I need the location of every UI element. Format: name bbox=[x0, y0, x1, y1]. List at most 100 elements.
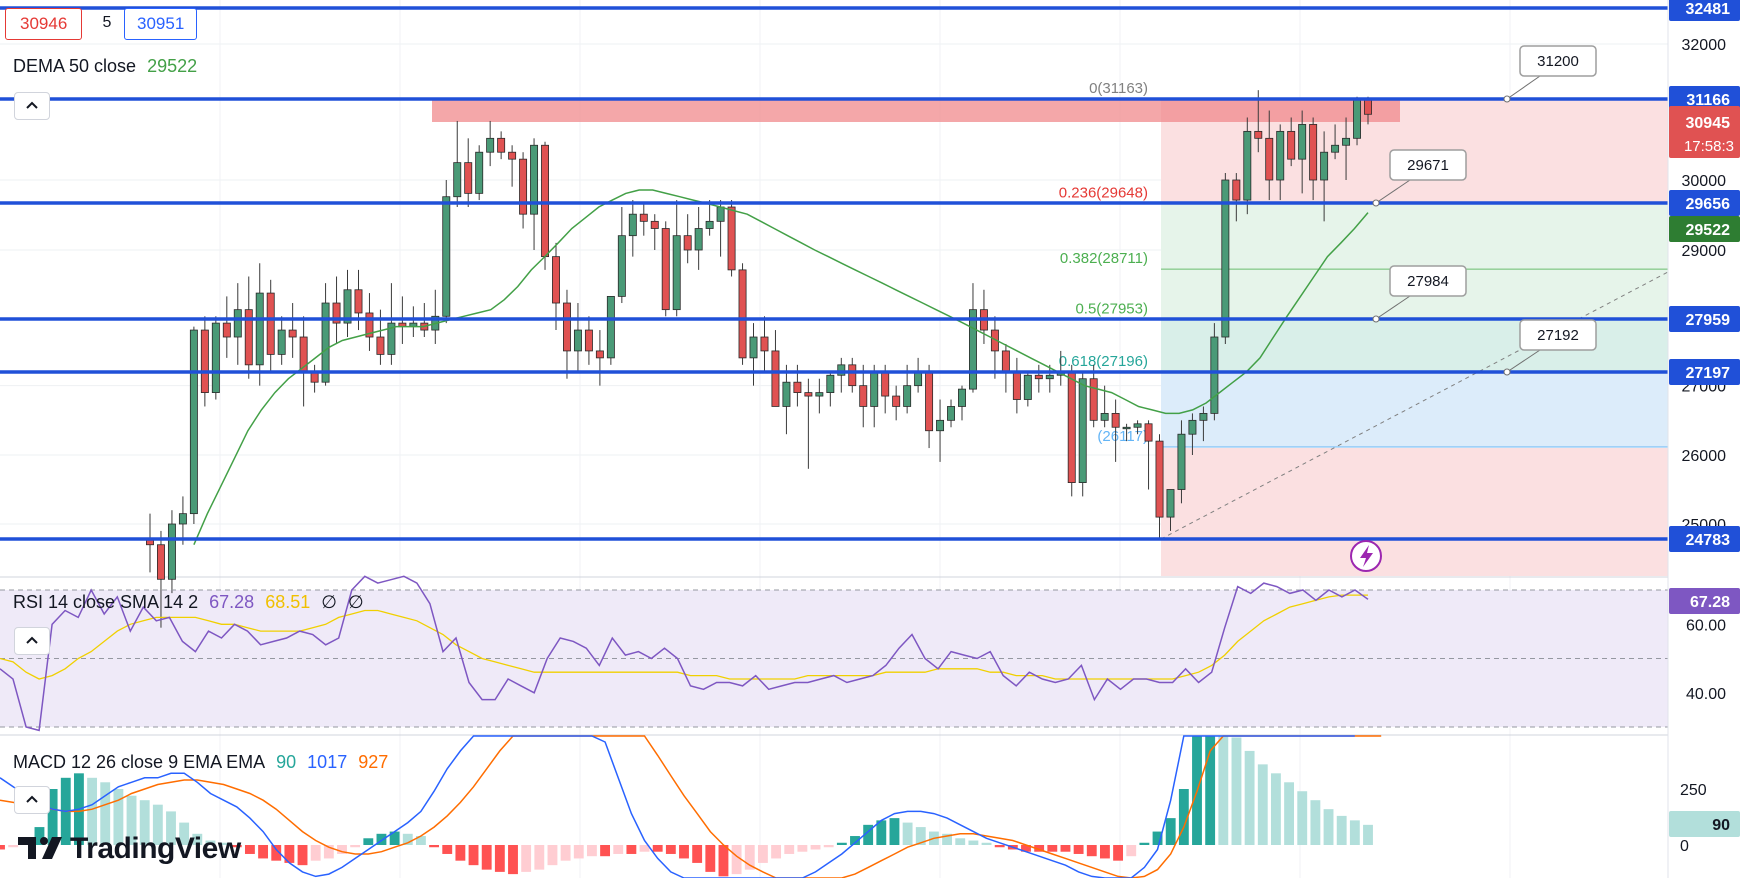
callout-anchor bbox=[1503, 368, 1511, 376]
candle-body bbox=[497, 137, 506, 153]
level-price-label: 27197 bbox=[1686, 365, 1731, 382]
rsi-legend-v3: ∅ bbox=[321, 592, 337, 612]
macd-histogram-bar bbox=[297, 845, 308, 866]
macd-histogram-bar bbox=[481, 845, 492, 870]
candle-body bbox=[365, 312, 374, 338]
macd-histogram-bar bbox=[731, 845, 742, 875]
macd-histogram-bar bbox=[757, 845, 768, 863]
candle-body bbox=[1067, 371, 1076, 484]
level-price-label: 31166 bbox=[1686, 92, 1730, 109]
candle-body bbox=[442, 196, 451, 317]
macd-histogram-bar bbox=[1126, 845, 1137, 857]
candle-body bbox=[266, 292, 275, 355]
callout-pointer bbox=[1375, 179, 1411, 204]
candle-body bbox=[815, 392, 824, 397]
macd-histogram-bar bbox=[1086, 845, 1097, 857]
candle-body bbox=[1144, 423, 1153, 442]
macd-histogram-bar bbox=[600, 845, 611, 857]
candle-body bbox=[1232, 179, 1241, 201]
macd-histogram-bar bbox=[87, 777, 98, 845]
candle-body bbox=[387, 322, 396, 355]
macd-histogram-bar bbox=[100, 782, 111, 845]
candle-body bbox=[1353, 99, 1361, 139]
level-price-label: 24783 bbox=[1686, 532, 1731, 549]
candle-body bbox=[1177, 433, 1186, 490]
candle-body bbox=[1100, 412, 1109, 421]
price-tick: 32000 bbox=[1682, 37, 1727, 54]
macd-histogram-bar bbox=[573, 845, 584, 859]
rsi-legend[interactable]: RSI 14 close SMA 14 2 67.28 68.51 ∅ ∅ bbox=[13, 592, 370, 613]
macd-histogram-bar bbox=[350, 845, 361, 848]
candle-body bbox=[760, 336, 769, 352]
candle-body bbox=[244, 309, 253, 366]
rsi-series bbox=[0, 575, 1369, 732]
macd-histogram-bar bbox=[534, 845, 545, 870]
candle-body bbox=[958, 388, 966, 407]
macd-histogram-bar bbox=[823, 845, 834, 848]
candle-body bbox=[255, 292, 264, 366]
candle-body bbox=[464, 162, 473, 194]
collapse-rsi-button[interactable] bbox=[14, 627, 50, 655]
callout-box bbox=[1389, 149, 1467, 181]
macd-histogram-bar bbox=[1099, 845, 1110, 859]
candle-body bbox=[222, 322, 231, 338]
macd-histogram-bar bbox=[284, 845, 295, 863]
candle-body bbox=[1254, 130, 1263, 139]
candle-body bbox=[694, 228, 703, 251]
rsi-tick: 40.00 bbox=[1686, 686, 1726, 703]
macd-histogram-bar bbox=[876, 820, 887, 845]
rsi-tick: 60.00 bbox=[1686, 617, 1726, 634]
candle-body bbox=[628, 213, 637, 237]
macd-histogram-bar bbox=[1310, 800, 1321, 845]
ask-price[interactable]: 30951 bbox=[124, 8, 198, 40]
fib-label: (26117) bbox=[1097, 428, 1148, 445]
macd-histogram-bar bbox=[415, 836, 426, 845]
macd-histogram-bar bbox=[468, 845, 479, 866]
macd-histogram-bar bbox=[508, 845, 518, 875]
candle-body bbox=[233, 309, 242, 338]
callout-anchor bbox=[1372, 315, 1380, 323]
macd-legend[interactable]: MACD 12 26 close 9 EMA EMA 90 1017 927 bbox=[13, 752, 394, 773]
level-price-label-bg bbox=[1669, 526, 1740, 552]
macd-histogram-bar bbox=[244, 845, 255, 854]
candle-body bbox=[563, 302, 571, 352]
callout-box bbox=[1519, 45, 1597, 77]
candle-body bbox=[552, 256, 560, 304]
dema-legend-value: 29522 bbox=[147, 56, 198, 76]
collapse-main-button[interactable] bbox=[14, 92, 50, 120]
macd-histogram-bar bbox=[665, 845, 676, 854]
macd-histogram-bar bbox=[797, 845, 808, 852]
callout-box bbox=[1519, 319, 1597, 351]
macd-histogram-bar bbox=[1349, 820, 1360, 845]
macd-histogram-bar bbox=[1060, 845, 1071, 852]
candle-body bbox=[354, 289, 363, 314]
candle-body bbox=[903, 385, 912, 407]
fib-zone-bottom bbox=[1161, 448, 1673, 576]
macd-histogram-bar bbox=[126, 795, 137, 845]
macd-histogram-bar bbox=[47, 789, 58, 845]
price-tick: 29000 bbox=[1682, 243, 1727, 260]
level-price-label-bg bbox=[1669, 0, 1740, 21]
candle-body bbox=[881, 371, 890, 397]
bid-price[interactable]: 30946 bbox=[5, 8, 83, 40]
candle-body bbox=[1122, 426, 1131, 430]
macd-histogram-bar bbox=[376, 833, 387, 845]
macd-histogram-bar bbox=[166, 811, 176, 845]
price-tick: 30000 bbox=[1682, 173, 1727, 190]
candle-body bbox=[1221, 179, 1230, 338]
macd-histogram-bar bbox=[1231, 737, 1242, 845]
callout-pointer bbox=[1506, 75, 1541, 100]
collapse-macd-button[interactable] bbox=[14, 786, 50, 814]
candle-body bbox=[1331, 144, 1340, 153]
axis-ticks: 32000300002900027000260002500060.0040.00… bbox=[1680, 37, 1726, 855]
dema-legend[interactable]: DEMA 50 close 29522 bbox=[13, 56, 203, 77]
macd-histogram-bar bbox=[705, 845, 716, 872]
candle-body bbox=[573, 329, 582, 352]
lightning-icon[interactable] bbox=[1350, 540, 1382, 572]
candle-body bbox=[1276, 130, 1285, 181]
candle-body bbox=[1001, 350, 1010, 373]
macd-histogram-bar bbox=[692, 845, 703, 863]
macd-value-label: 90 bbox=[1712, 817, 1730, 834]
macd-histogram-bar bbox=[994, 845, 1005, 848]
